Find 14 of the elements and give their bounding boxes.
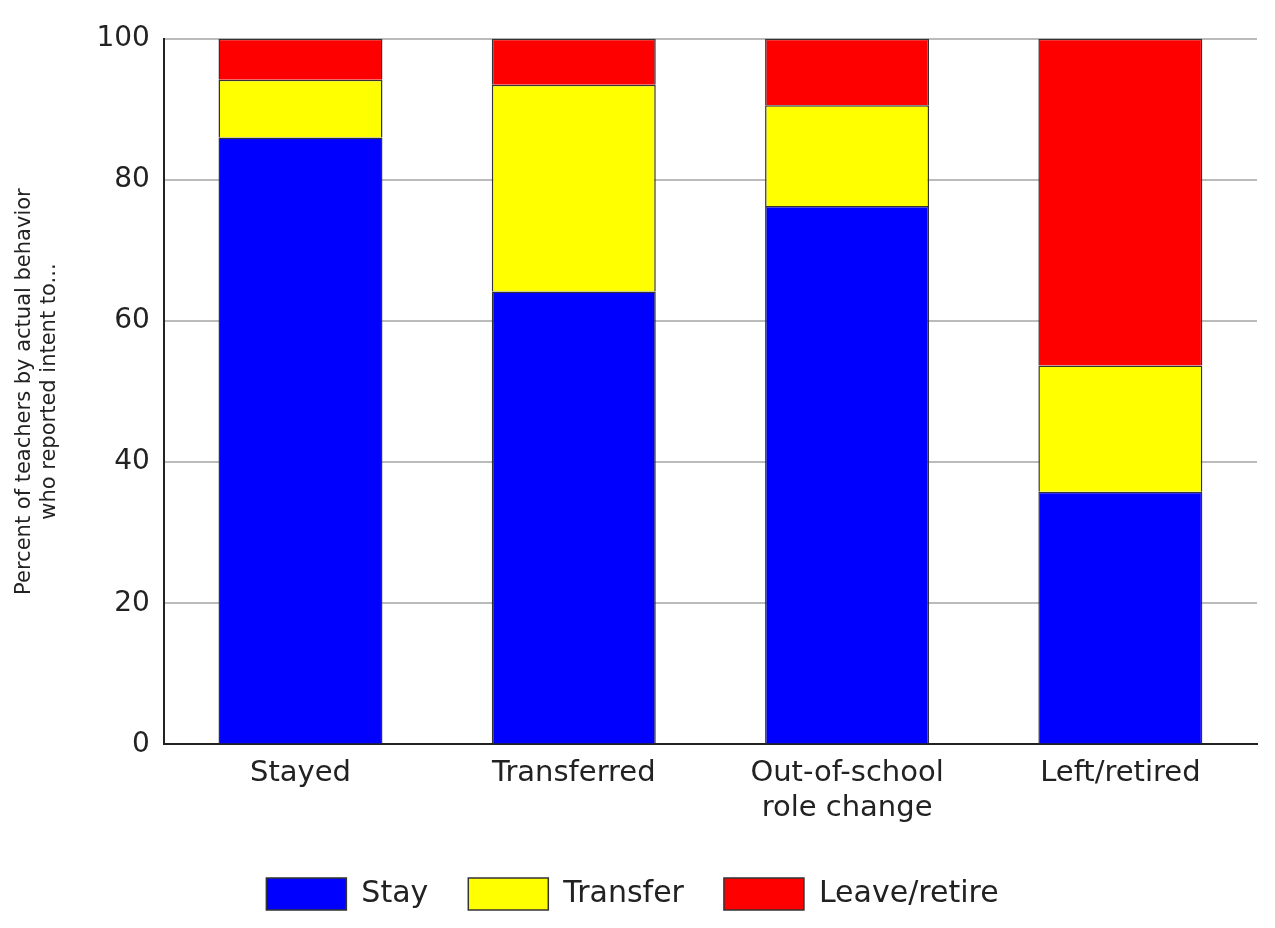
y-tick-label: 80 [114,161,150,195]
y-tick-label: 60 [114,302,150,336]
y-axis-title: Percent of teachers by actual behavior who reported intent to... [11,187,61,595]
legend-label: Stay [361,873,429,909]
y-tick-label: 20 [114,584,150,618]
legend-label: Transfer [562,873,685,909]
legend-label: Leave/retire [818,873,999,909]
x-tick-label: Stayed [250,754,351,789]
y-tick-label: 0 [132,725,150,759]
y-tick-label: 40 [114,443,150,477]
x-tick-label: Transferred [490,754,656,789]
x-tick-label: Left/retired [1040,754,1201,789]
x-tick-label: Out-of-school role change [750,754,944,824]
y-tick-label: 100 [96,20,150,54]
